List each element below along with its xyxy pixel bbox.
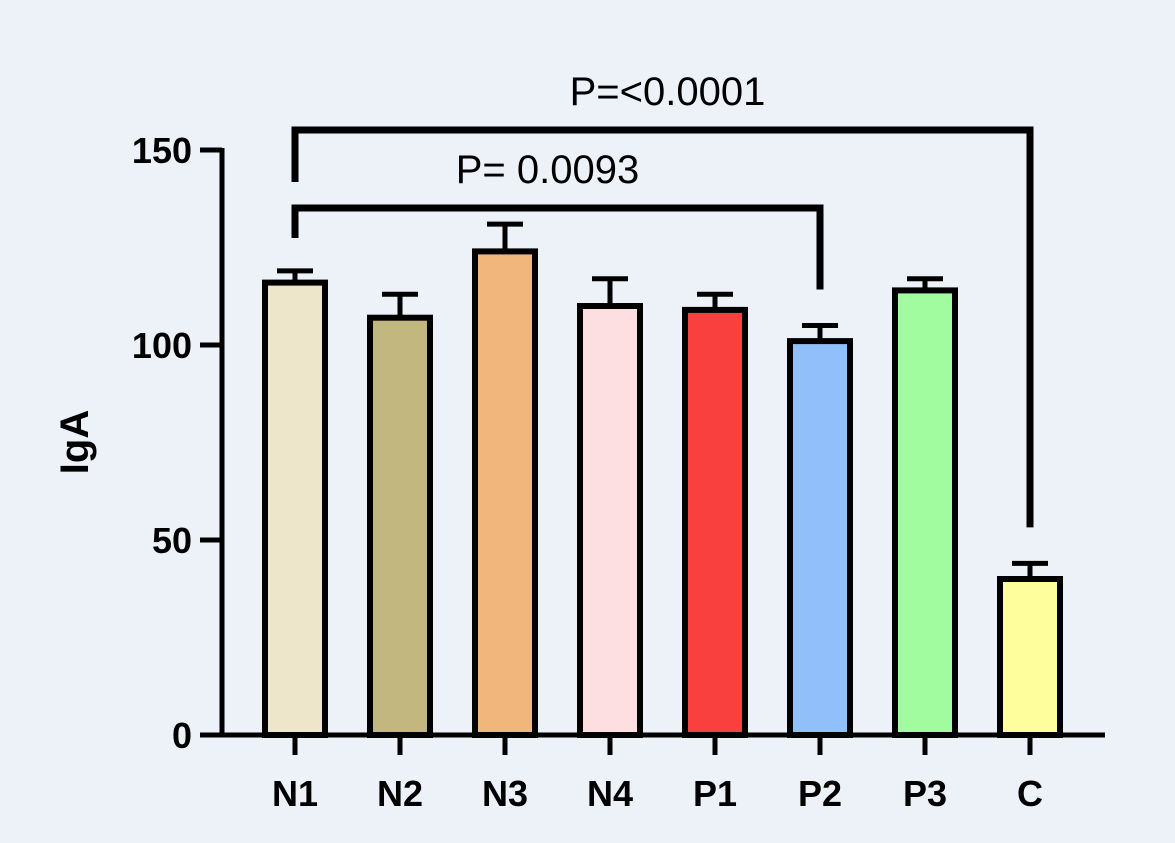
x-tick-label-n1: N1: [272, 773, 318, 814]
significance-label-2: P= 0.0093: [456, 148, 640, 192]
significance-label-1: P=<0.0001: [570, 70, 766, 114]
x-tick-label-c: C: [1017, 773, 1043, 814]
bar-n1: [265, 283, 325, 735]
y-tick-label: 0: [172, 715, 192, 756]
x-tick-label-n4: N4: [587, 773, 633, 814]
bar-n3: [475, 251, 535, 735]
bar-c: [1000, 579, 1060, 735]
y-tick-label: 100: [132, 325, 192, 366]
bar-p3: [895, 290, 955, 735]
x-ticks-layer: N1 N2 N3 N4 P1 P2 P3 C: [272, 735, 1043, 814]
bar-p2: [790, 341, 850, 735]
y-tick-label: 150: [132, 130, 192, 171]
y-tick-label: 50: [152, 520, 192, 561]
significance-bracket-n1-p2: [295, 208, 820, 290]
bar-n2: [370, 318, 430, 735]
x-tick-label-p3: P3: [903, 773, 947, 814]
x-tick-label-p1: P1: [693, 773, 737, 814]
axes-layer: [220, 148, 1106, 738]
x-tick-label-n3: N3: [482, 773, 528, 814]
y-ticks-layer: 0 50 100 150: [132, 130, 222, 756]
bar-p1: [685, 310, 745, 735]
bar-n4: [580, 306, 640, 735]
y-axis-title: IgA: [53, 410, 97, 474]
bars-layer: [265, 251, 1060, 735]
x-tick-label-p2: P2: [798, 773, 842, 814]
x-tick-label-n2: N2: [377, 773, 423, 814]
